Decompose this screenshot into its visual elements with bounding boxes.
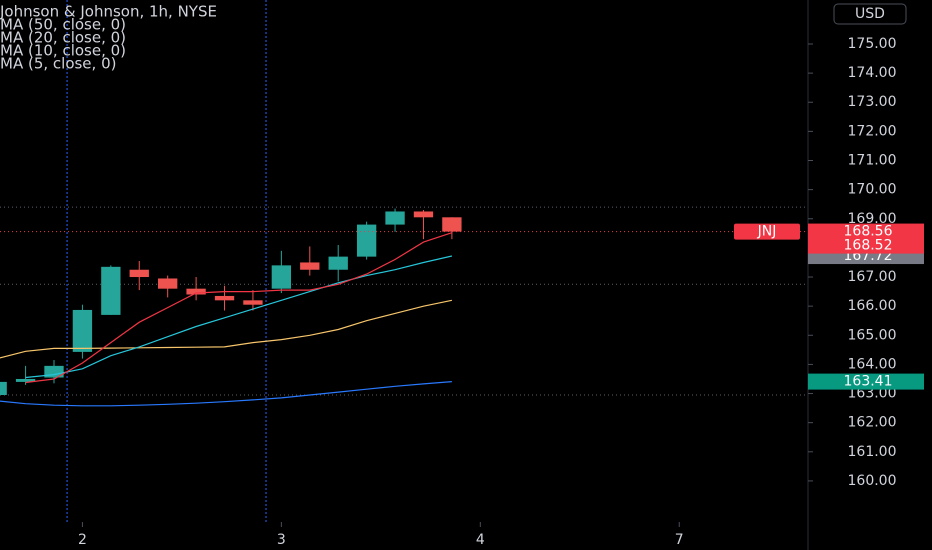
ma-line (0, 299, 453, 359)
x-tick-label: 7 (675, 532, 684, 548)
y-tick-label: 160.00 (848, 473, 897, 489)
legend-entry: MA (50, close, 0) (0, 16, 126, 34)
y-tick-label: 164.00 (848, 356, 897, 372)
y-tick-label: 173.00 (848, 94, 897, 110)
y-tick-label: 167.00 (848, 269, 897, 285)
x-tick-label: 2 (78, 532, 87, 548)
price-tag-label: 168.52 (844, 238, 893, 254)
candle-body (129, 269, 149, 278)
ma-line (25, 255, 453, 379)
legend-entry: MA (10, close, 0) (0, 42, 126, 60)
y-tick-label: 169.00 (848, 211, 897, 227)
y-tick-label: 172.00 (848, 123, 897, 139)
symbol-tag (734, 223, 800, 240)
y-tick-label: 161.00 (848, 444, 897, 460)
price-tag (808, 237, 924, 254)
y-tick-label: 174.00 (848, 65, 897, 81)
candle-body (0, 381, 7, 395)
price-tag-label: 168.56 (844, 224, 893, 240)
y-tick-label: 162.00 (848, 415, 897, 431)
candle-body (186, 288, 206, 295)
plot-area (0, 0, 808, 522)
candle-body (442, 217, 462, 232)
legend-entry: MA (20, close, 0) (0, 29, 126, 47)
candle-body (72, 309, 93, 352)
currency-box[interactable] (833, 3, 907, 25)
y-tick-label: 175.00 (848, 36, 897, 52)
x-tick-label: 4 (476, 532, 485, 548)
candle-body (271, 265, 292, 289)
candle-body (356, 224, 377, 257)
price-tag-label: 163.41 (844, 374, 893, 390)
candle-body (413, 211, 434, 218)
candle-body (385, 211, 405, 225)
candle-body (214, 295, 235, 301)
candle-body (158, 278, 178, 289)
currency[interactable]: USD (855, 6, 885, 22)
legend-entry: MA (5, close, 0) (0, 55, 116, 73)
y-tick-label: 166.00 (848, 298, 897, 314)
ma-line (0, 381, 452, 407)
y-tick-label: 171.00 (848, 153, 897, 169)
x-tick-label: 3 (277, 532, 286, 548)
price-tag (808, 373, 924, 390)
candle-body (300, 262, 320, 270)
ma-line (25, 232, 453, 384)
candle-body (44, 365, 64, 378)
candle-body (15, 378, 36, 382)
chart-title: Johnson & Johnson, 1h, NYSE (0, 3, 217, 21)
y-tick-label: 165.00 (848, 327, 897, 343)
price-tag (808, 223, 924, 240)
symbol-tag-label: JNJ (757, 224, 777, 240)
candle-body (328, 256, 348, 270)
candle-body (101, 266, 121, 315)
candle-body (243, 300, 263, 305)
y-tick-label: 170.00 (848, 182, 897, 198)
